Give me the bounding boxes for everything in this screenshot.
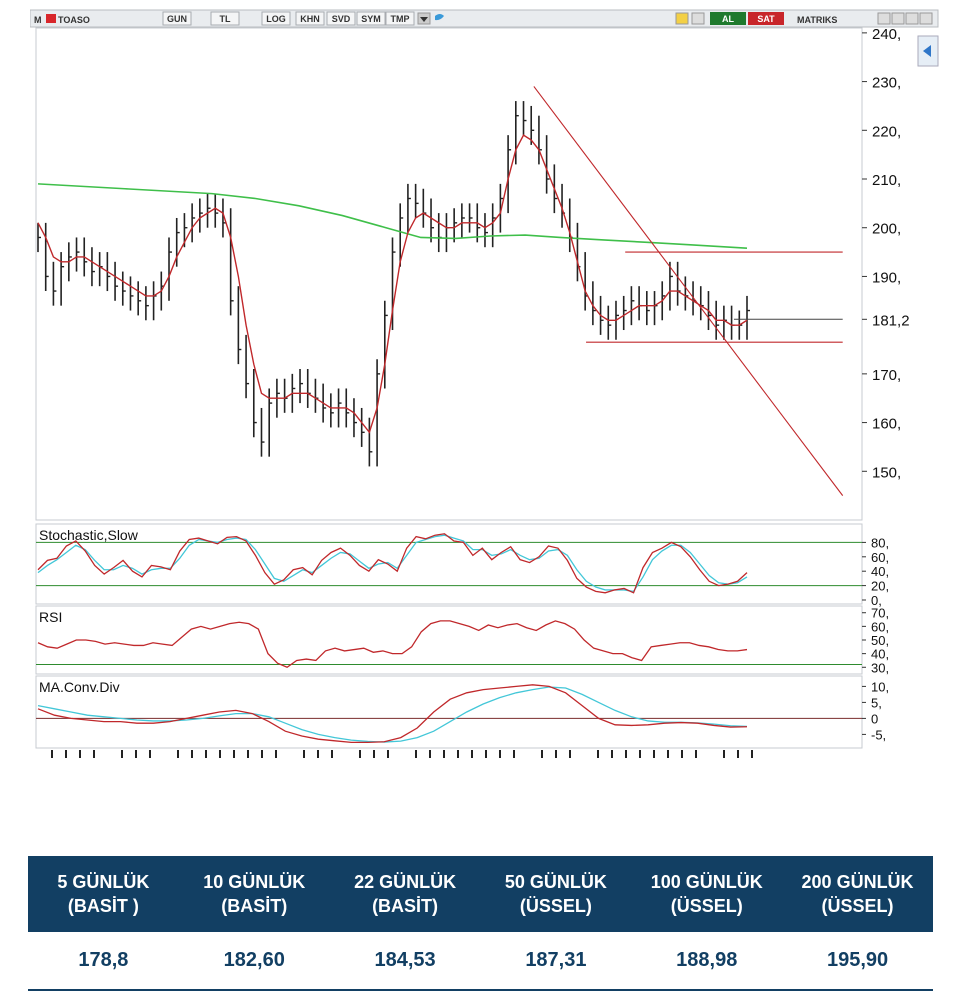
toolbar-symbol[interactable]: TOASO bbox=[58, 15, 90, 25]
ma-type-label: (BASİT) bbox=[221, 896, 288, 916]
matrix-logo: MATRIKS bbox=[797, 15, 837, 25]
toolbar-button-log[interactable] bbox=[261, 11, 291, 26]
rsi-panel[interactable] bbox=[35, 605, 863, 675]
ma-header-cell: 22 GÜNLÜK (BASİT) bbox=[330, 856, 481, 932]
rsi-axis-label: 40, bbox=[871, 647, 889, 662]
rsi-axis-label: 70, bbox=[871, 606, 889, 621]
search-icon[interactable] bbox=[691, 12, 705, 25]
ma-type-label: (BASİT ) bbox=[67, 896, 139, 916]
moving-averages-table: 5 GÜNLÜK (BASİT ) 10 GÜNLÜK (BASİT) 22 GÜNLÜ… bbox=[28, 856, 933, 991]
chart-canvas: M TOASO GUN TL LOG KHN SVD SYM TMP AL SAT MATR… bbox=[30, 9, 939, 758]
rsi-axis-label: 60, bbox=[871, 619, 889, 634]
sell-button[interactable] bbox=[748, 12, 784, 25]
ma-value-cell: 184,53 bbox=[374, 949, 436, 971]
price-axis-label: 190, bbox=[872, 269, 901, 286]
toolbar-button-gun[interactable] bbox=[162, 11, 192, 26]
rsi-axis-label: 30, bbox=[871, 660, 889, 675]
macd-panel-title: MA.Conv.Div bbox=[39, 679, 120, 695]
price-axis-label: 160, bbox=[872, 416, 901, 433]
price-axis-label: 150, bbox=[872, 464, 901, 481]
macd-line bbox=[37, 684, 748, 744]
price-axis-label: 220, bbox=[872, 123, 901, 140]
toolbar-button-label: GUN bbox=[167, 14, 187, 24]
ma-period-label: 200 GÜNLÜK bbox=[801, 872, 914, 892]
ma-type-label: (ÜSSEL) bbox=[670, 896, 743, 916]
stochastic-axis-label: 20, bbox=[871, 579, 889, 594]
macd-signal-line bbox=[37, 686, 748, 743]
price-panel[interactable] bbox=[35, 27, 863, 521]
ma-value-cell: 182,60 bbox=[223, 949, 285, 971]
toolbar-button-label: SYM bbox=[361, 14, 381, 24]
ma-type-label: (BASİT) bbox=[372, 896, 439, 916]
macd-panel[interactable] bbox=[35, 675, 863, 749]
toolbar-button-label: LOG bbox=[266, 14, 286, 24]
twitter-icon[interactable] bbox=[435, 14, 444, 21]
ma-period-label: 10 GÜNLÜK bbox=[203, 872, 306, 892]
ma-type-label: (ÜSSEL) bbox=[519, 896, 592, 916]
ma-header-cell: 200 GÜNLÜK (ÜSSEL) bbox=[782, 856, 933, 932]
macd-axis-label: 5, bbox=[871, 695, 882, 710]
stochastic-panel-title: Stochastic,Slow bbox=[39, 527, 139, 543]
price-axis-label: 200, bbox=[872, 221, 901, 238]
arrow-left-icon bbox=[923, 45, 931, 57]
ma-header-cell: 10 GÜNLÜK (BASİT) bbox=[179, 856, 330, 932]
ma-header-cell: 5 GÜNLÜK (BASİT ) bbox=[28, 856, 179, 932]
long-moving-average-line bbox=[37, 183, 748, 249]
toolbar-button-tl[interactable] bbox=[210, 11, 240, 26]
settings-icon[interactable] bbox=[905, 12, 919, 25]
ma-value-cell: 195,90 bbox=[826, 949, 889, 971]
ma-period-label: 50 GÜNLÜK bbox=[504, 872, 607, 892]
descending-trendline[interactable] bbox=[533, 86, 844, 496]
toolbar-button-svd[interactable] bbox=[326, 11, 356, 26]
ma-header-cell: 100 GÜNLÜK (ÜSSEL) bbox=[631, 856, 782, 932]
chart-toolbar: M TOASO GUN TL LOG KHN SVD SYM TMP AL SAT MATR… bbox=[30, 9, 939, 28]
macd-axis-label: 0 bbox=[871, 711, 878, 726]
toolbar-m-label: M bbox=[34, 15, 42, 25]
sell-button-label: SAT bbox=[757, 14, 775, 24]
price-axis-label: 240, bbox=[872, 26, 901, 43]
ma-value-cell: 178,8 bbox=[78, 949, 129, 971]
ma-period-label: 22 GÜNLÜK bbox=[354, 872, 457, 892]
toolbar-button-sym[interactable] bbox=[356, 11, 386, 26]
restore-icon[interactable] bbox=[891, 12, 905, 25]
price-axis-label: 170, bbox=[872, 367, 901, 384]
stochastic-axis-label: 40, bbox=[871, 564, 889, 579]
buy-button[interactable] bbox=[710, 12, 746, 25]
rsi-panel-title: RSI bbox=[39, 609, 62, 625]
ma-value-cell: 188,98 bbox=[676, 949, 738, 971]
ma-type-label: (ÜSSEL) bbox=[821, 896, 894, 916]
ma-period-label: 100 GÜNLÜK bbox=[650, 872, 763, 892]
stochastic-axis-label: 60, bbox=[871, 550, 889, 565]
rsi-line bbox=[37, 620, 748, 669]
toolbar-button-label: KHN bbox=[300, 14, 320, 24]
stochastic-axis-label: 0, bbox=[871, 593, 882, 608]
close-icon[interactable] bbox=[919, 12, 933, 25]
dropdown-arrow-icon bbox=[420, 17, 428, 22]
price-axis-label: 230, bbox=[872, 75, 901, 92]
buy-button-label: AL bbox=[722, 14, 734, 24]
ma-period-label: 5 GÜNLÜK bbox=[57, 872, 150, 892]
macd-axis-label: -5, bbox=[871, 727, 886, 742]
toolbar-button-label: TL bbox=[220, 14, 231, 24]
short-moving-average-line bbox=[37, 134, 748, 434]
rsi-axis-label: 50, bbox=[871, 633, 889, 648]
price-axis-label: 210, bbox=[872, 172, 901, 189]
technical-chart[interactable]: M TOASO GUN TL LOG KHN SVD SYM TMP AL SAT MATR… bbox=[30, 8, 940, 760]
stochastic-axis-label: 80, bbox=[871, 535, 889, 550]
price-axis-label: 181,2 bbox=[872, 312, 910, 329]
toolbar-button-khn[interactable] bbox=[295, 11, 325, 26]
ma-value-cell: 187,31 bbox=[525, 949, 587, 971]
moving-averages-value-row: 178,8 182,60 184,53 187,31 188,98 195,90 bbox=[28, 932, 933, 991]
toolbar-button-label: SVD bbox=[332, 14, 351, 24]
flag-icon bbox=[46, 14, 56, 23]
edit-icon[interactable] bbox=[675, 12, 689, 25]
macd-axis-label: 10, bbox=[871, 679, 889, 694]
toolbar-button-label: TMP bbox=[391, 14, 410, 24]
ma-header-cell: 50 GÜNLÜK (ÜSSEL) bbox=[480, 856, 631, 932]
stochastic-main-line bbox=[37, 533, 748, 594]
minimize-icon[interactable] bbox=[877, 12, 891, 25]
moving-averages-header-row: 5 GÜNLÜK (BASİT ) 10 GÜNLÜK (BASİT) 22 GÜNLÜ… bbox=[28, 856, 933, 932]
toolbar-button-tmp[interactable] bbox=[385, 11, 415, 26]
